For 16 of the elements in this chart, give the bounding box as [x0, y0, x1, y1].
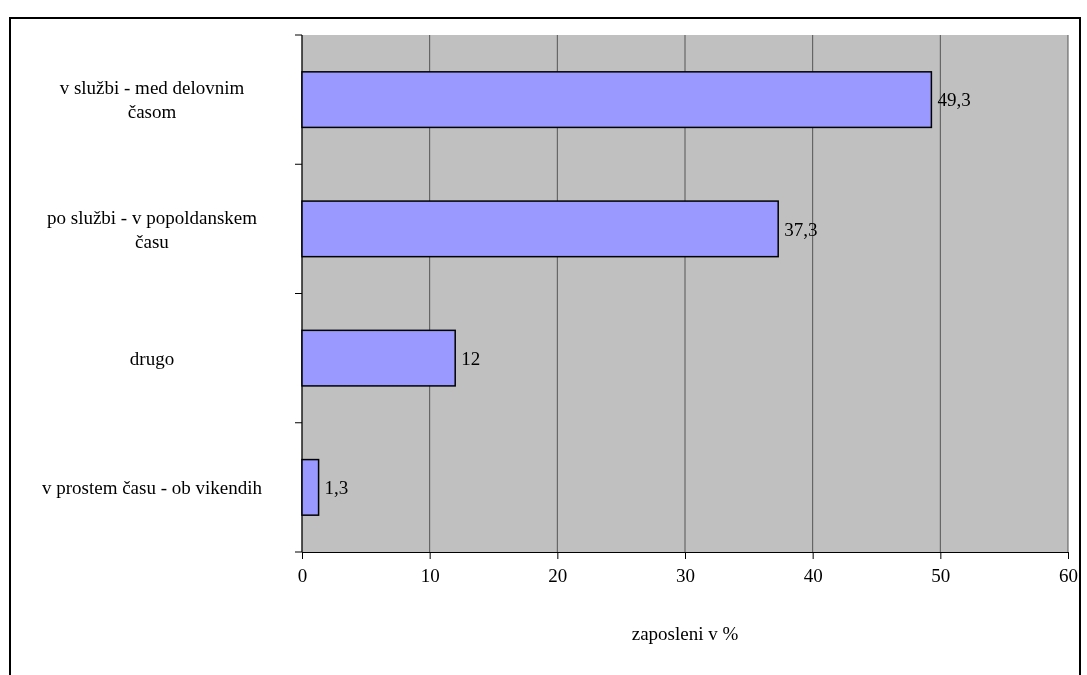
data-label: 37,3	[784, 218, 818, 240]
x-tick-label: 40	[803, 565, 823, 587]
y-tick-label: v prostem času - ob vikendih	[41, 477, 263, 499]
y-tick-label: po službi - v popoldanskem času	[46, 206, 258, 252]
x-tick-label: 60	[1059, 565, 1078, 587]
x-tick-label: 10	[420, 565, 440, 587]
x-tick-label: 20	[548, 565, 568, 587]
x-tick-label: 50	[931, 565, 951, 587]
y-tick-label: v službi - med delovnim časom	[59, 77, 245, 123]
data-label: 1,3	[324, 477, 349, 499]
data-label: 12	[461, 347, 481, 369]
y-tick-label: drugo	[129, 347, 175, 369]
x-tick-label: 0	[297, 565, 308, 587]
x-axis-title: zaposleni v %	[631, 623, 739, 644]
data-label: 49,3	[937, 89, 971, 111]
x-tick-label: 30	[676, 565, 695, 587]
